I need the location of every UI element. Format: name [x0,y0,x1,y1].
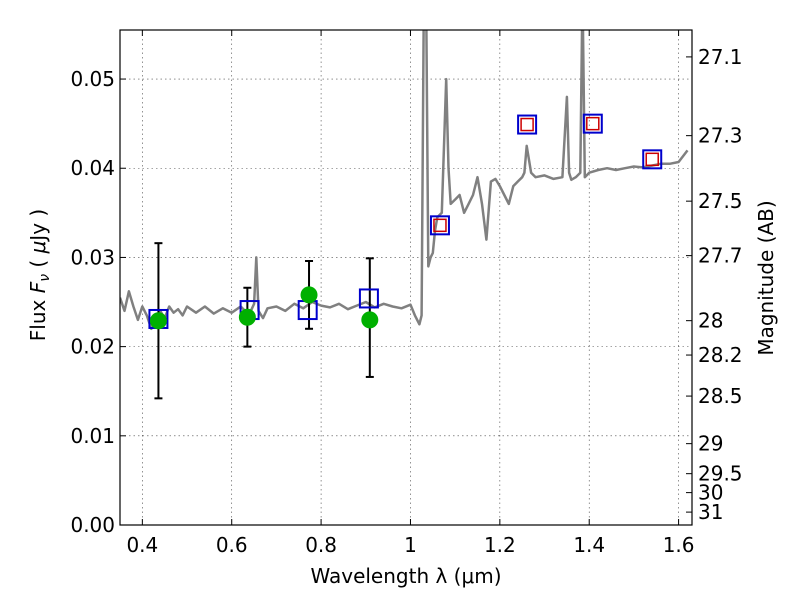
x-tick-label: 1.2 [484,533,516,557]
y-axis-label-part-2: F [26,281,50,293]
mag-tick-label: 28.2 [698,343,743,367]
photometry-square [429,215,450,236]
x-tick-label: 0.8 [305,533,337,557]
mag-tick-label: 27.7 [698,244,743,268]
plot-frame [119,29,693,526]
x-axis-label: Wavelength λ (μm) [310,564,501,588]
x-tick-label: 0.4 [126,533,158,557]
mag-tick-label: 29 [698,432,723,456]
x-tick-label: 1 [404,533,417,557]
mag-tick-label: 27.3 [698,124,743,148]
photometry-square [642,149,663,170]
y-axis-label-part-3: ν [37,274,53,282]
y-tick-label: 0.03 [70,245,115,269]
y-axis-label-part-6: Jy ) [26,209,50,243]
photometry-square [582,113,603,134]
mag-tick-label: 29.5 [698,462,743,486]
measurement-point [361,311,379,329]
mag-tick-label: 31 [698,500,723,524]
y-tick-label: 0.05 [70,67,115,91]
tick-layer: 0.4 0.6 0.8 1 1.2 1.4 1.6 0.00 0.01 0.02 0.03 0.04 0… [70,30,743,557]
y-axis-label-part-4: ( [26,253,50,274]
photometry-square [517,114,538,135]
y-tick-label: 0.00 [70,513,115,537]
measurement-point [238,308,256,326]
mag-tick-label: 30 [698,481,723,505]
x-tick-label: 1.6 [663,533,695,557]
y-tick-label: 0.04 [70,156,115,180]
model-square [433,218,447,233]
model-square [645,152,659,167]
spectrum-line [120,30,689,331]
y-axis-label-part-5: μ [26,241,50,255]
x-tick-label: 0.6 [216,533,248,557]
mag-tick-label: 28 [698,309,723,333]
model-square [520,117,534,132]
model-square [586,116,600,131]
measurement-point [149,312,167,330]
y2-axis-label: Magnitude (AB) [754,200,778,355]
x-tick-label: 1.4 [573,533,605,557]
mag-tick-label: 28.5 [698,384,743,408]
y-axis-label: Flux Fν ( μJy ) [26,209,53,341]
mag-tick-label: 27.5 [698,189,743,213]
grid-layer [120,30,692,526]
y-tick-label: 0.01 [70,424,115,448]
y-tick-label: 0.02 [70,335,115,359]
photometry-square [358,288,379,309]
data-layer [120,30,689,400]
measurement-point [300,286,318,304]
y-axis-label-part-1: Flux [26,293,50,341]
mag-tick-label: 27.1 [698,45,743,69]
